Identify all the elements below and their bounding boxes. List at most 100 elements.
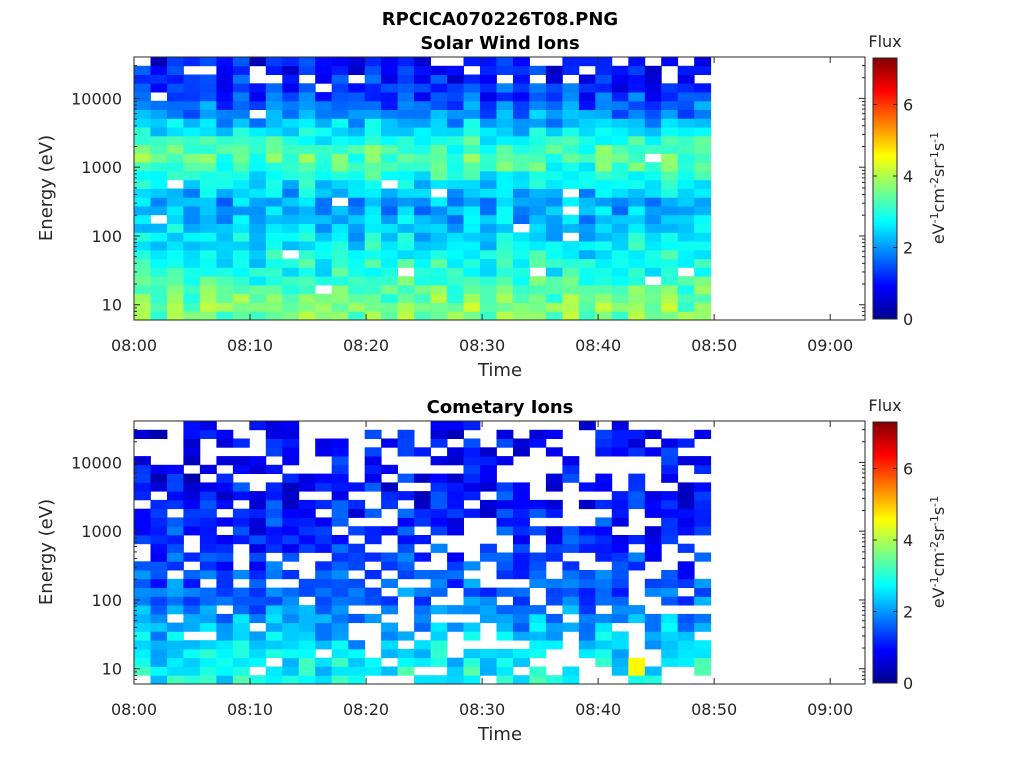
heatmap-cell — [611, 517, 629, 527]
y-tick-label: 10000 — [71, 89, 122, 108]
heatmap-cell — [183, 153, 201, 163]
heatmap-cell — [315, 118, 333, 128]
heatmap-cell — [298, 197, 316, 207]
heatmap-cell — [513, 311, 530, 321]
heatmap-cell — [513, 657, 530, 667]
heatmap-cell — [282, 302, 300, 312]
heatmap-cell — [150, 631, 168, 641]
heatmap-cell — [282, 65, 300, 75]
heatmap-cell — [315, 482, 333, 492]
heatmap-cell — [265, 267, 283, 277]
heatmap-cell — [480, 456, 497, 466]
heatmap-cell — [430, 241, 448, 251]
heatmap-cell — [298, 499, 316, 510]
heatmap-cell — [199, 293, 217, 303]
heatmap-cell — [199, 605, 217, 615]
heatmap-cell — [265, 605, 283, 615]
heatmap-cell — [562, 666, 580, 676]
heatmap-cell — [249, 188, 267, 198]
heatmap-cell — [430, 284, 448, 295]
heatmap-cell — [183, 249, 201, 260]
heatmap-cell — [447, 499, 464, 510]
heatmap-cell — [414, 293, 431, 303]
heatmap-cell — [463, 57, 481, 67]
heatmap-cell — [249, 100, 267, 110]
heatmap-cell — [298, 535, 316, 545]
heatmap-cell — [216, 613, 234, 624]
heatmap-cell — [397, 83, 415, 93]
heatmap-cell — [134, 144, 151, 154]
heatmap-cell — [463, 171, 481, 181]
heatmap-cell — [199, 499, 217, 510]
x-ticks: 08:00 08:10 08:20 08:30 08:40 08:50 09:00 — [111, 57, 853, 355]
heatmap-cell — [315, 473, 333, 483]
heatmap-cell — [331, 109, 349, 119]
heatmap-cell — [595, 92, 613, 102]
heatmap-cell — [183, 197, 201, 207]
heatmap-cell — [545, 144, 563, 154]
heatmap-cell — [331, 284, 349, 295]
heatmap-cell — [513, 179, 530, 189]
heatmap-cell — [562, 118, 580, 128]
heatmap-cell — [644, 526, 662, 536]
heatmap-cell — [331, 267, 349, 277]
heatmap-cell — [595, 640, 613, 650]
heatmap-cell — [414, 508, 431, 518]
heatmap-cell — [480, 499, 497, 510]
heatmap-cell — [677, 144, 695, 154]
heatmap-cell — [364, 241, 382, 251]
heatmap-cell — [447, 258, 464, 268]
heatmap-cell — [315, 640, 333, 650]
heatmap-cell — [661, 109, 679, 119]
heatmap-cell — [315, 214, 333, 224]
heatmap-cell — [249, 258, 267, 268]
heatmap-cell — [496, 526, 514, 536]
heatmap-cell — [430, 249, 448, 260]
heatmap-cell — [167, 666, 184, 676]
heatmap-cell — [611, 171, 629, 181]
heatmap-cell — [315, 605, 333, 615]
heatmap-cell — [249, 648, 267, 659]
heatmap-cell — [545, 631, 563, 641]
heatmap-cell — [348, 311, 366, 321]
y-axis-label: Energy (eV) — [36, 135, 57, 241]
heatmap-cell — [397, 526, 415, 536]
heatmap-cell — [611, 648, 629, 659]
heatmap-cell — [134, 622, 151, 632]
heatmap-cell — [414, 473, 431, 483]
heatmap-cell — [150, 100, 168, 110]
heatmap-cell — [232, 83, 250, 93]
heatmap-cell — [661, 57, 679, 67]
heatmap-cell — [150, 109, 168, 119]
heatmap-cell — [167, 188, 184, 198]
heatmap-cell — [183, 508, 201, 518]
heatmap-cell — [282, 482, 300, 492]
heatmap-cell — [167, 293, 184, 303]
heatmap-cell — [249, 543, 267, 553]
heatmap-cell — [463, 587, 481, 597]
heatmap-cell — [249, 214, 267, 224]
heatmap-cell — [414, 214, 431, 224]
heatmap-cell — [677, 284, 695, 295]
heatmap-cell — [199, 162, 217, 172]
heatmap-cell — [150, 153, 168, 163]
heatmap-cell — [397, 508, 415, 518]
heatmap-cell — [216, 171, 234, 181]
heatmap-cell — [249, 675, 267, 685]
heatmap-cell — [216, 491, 234, 501]
heatmap-cell — [167, 473, 184, 483]
heatmap-cell — [298, 118, 316, 128]
heatmap-cell — [298, 258, 316, 268]
heatmap-cell — [331, 249, 349, 260]
heatmap-cell — [578, 249, 596, 260]
heatmap-cell — [463, 127, 481, 137]
heatmap-cell — [364, 267, 382, 277]
heatmap-cell — [134, 197, 151, 207]
heatmap-cell — [463, 596, 481, 606]
heatmap-cell — [661, 92, 679, 102]
heatmap-cell — [513, 249, 530, 260]
heatmap-cell — [265, 188, 283, 198]
heatmap-cell — [513, 197, 530, 207]
heatmap-cell — [232, 605, 250, 615]
heatmap-cell — [447, 127, 464, 137]
